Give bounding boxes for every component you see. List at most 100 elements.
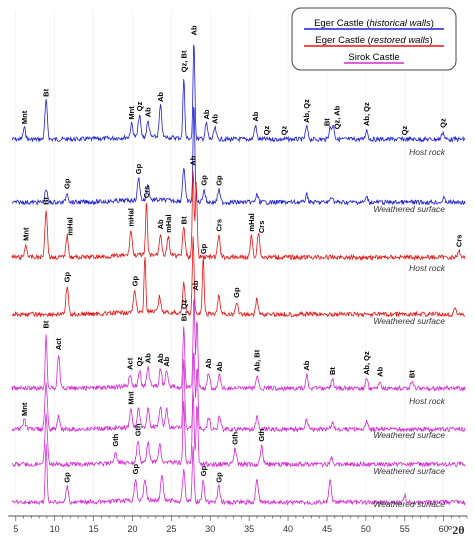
peak-label: Gp — [199, 465, 208, 476]
trace-label-2: Weathered surface — [373, 204, 445, 214]
peak-label: Gp — [200, 175, 209, 186]
x-axis-label: °2θ — [447, 523, 464, 537]
peak-label: Ab — [189, 25, 198, 35]
x-axis: 5 10 15 20 25 30 35 40 45 50 55 60°2θ — [8, 515, 468, 537]
peak-label: Ab — [156, 92, 165, 102]
condition-labels: Host rock Weathered surface Host rock Weath… — [373, 147, 445, 509]
peak-label: Gp — [214, 175, 223, 186]
peak-label: Mnt — [20, 110, 29, 124]
peak-label: mHal — [164, 214, 173, 232]
peak-label: Mnt — [126, 391, 135, 405]
peak-label: Act — [126, 357, 135, 370]
legend-entry-3: Sirok Castle — [348, 52, 399, 63]
peak-label: Gp — [63, 472, 72, 483]
legend-box — [291, 7, 457, 71]
peak-label: Qz — [438, 118, 447, 128]
peak-label: Crs — [455, 235, 464, 248]
peak-label: Bt — [328, 367, 337, 375]
peak-label: Qz — [280, 125, 289, 135]
peak-label: Gth — [133, 423, 142, 436]
peak-label: mHal — [126, 208, 135, 226]
peak-label: Ab — [162, 356, 171, 366]
peak-label: Gp — [232, 287, 241, 298]
peak-label: Ab — [156, 219, 165, 229]
peak-label: Gp — [63, 272, 72, 283]
peak-label: Bt — [407, 370, 416, 378]
trace-label-3: Host rock — [409, 263, 446, 273]
peak-label: Bt — [179, 216, 188, 224]
peak-label: Gp — [131, 464, 140, 475]
peak-label: mHal — [66, 217, 75, 235]
peak-label: Crs — [257, 221, 266, 234]
trace-label-4: Weathered surface — [373, 316, 445, 326]
peak-label: Mnt — [21, 227, 30, 241]
peak-label: Qz — [262, 125, 271, 135]
x-tick-label: 55 — [400, 524, 410, 534]
trace-2 — [11, 106, 466, 206]
trace-label-8: Weathered surface — [373, 499, 445, 509]
x-tick-label: 30 — [205, 524, 215, 534]
peak-label: Gth — [111, 433, 120, 446]
peak-label: Ab — [156, 353, 165, 363]
peak-label: Gp — [199, 243, 208, 254]
peak-label: Gp — [214, 472, 223, 483]
peak-label: Gp — [134, 163, 143, 174]
peak-label: mHal — [247, 213, 256, 231]
peak-label: Act — [54, 338, 63, 351]
peak-label: Qz — [400, 125, 409, 135]
peak-label: Qz — [135, 101, 144, 111]
peak-label: Ab — [215, 361, 224, 371]
trace-8 — [11, 443, 466, 506]
peak-label: Bt — [322, 118, 331, 126]
peak-label: Ab — [204, 358, 213, 368]
x-tick-label: 20 — [127, 524, 137, 534]
peak-label: Crs — [142, 186, 151, 199]
chart-traces — [11, 44, 466, 506]
trace-label-7: Weathered surface — [373, 466, 445, 476]
peak-label: Bt — [42, 88, 51, 96]
peak-label: Ab — [202, 109, 211, 119]
legend: Eger Castle (historical walls) Eger Castl… — [291, 7, 457, 71]
peak-label: Bt — [42, 197, 51, 205]
trace-6 — [11, 352, 466, 433]
x-tick-label: 5 — [13, 524, 18, 534]
x-tick-label: 40 — [283, 524, 293, 534]
x-tick-label: 10 — [50, 524, 60, 534]
legend-entry-2: Eger Castle (restored walls) — [315, 35, 432, 46]
x-tick-label: 15 — [89, 524, 99, 534]
peak-label: Qz — [135, 357, 144, 367]
legend-entry-1: Eger Castle (historical walls) — [314, 18, 434, 29]
chart-grid — [15, 10, 444, 516]
peak-label: Ab, Qz — [302, 99, 311, 123]
trace-label-1: Host rock — [409, 147, 446, 157]
x-tick-label: 35 — [244, 524, 254, 534]
trace-3 — [11, 170, 466, 262]
peak-label: Ab — [375, 366, 384, 376]
x-tick-label: 60 — [439, 524, 449, 534]
trace-label-6: Weathered surface — [373, 430, 445, 440]
peak-label: Bt — [42, 320, 51, 328]
peak-label: Crs — [214, 219, 223, 232]
peak-label: Mnt — [20, 402, 29, 416]
peak-label: Bt, Qz — [179, 299, 188, 321]
trace-7 — [11, 391, 466, 468]
peak-label: Ab — [251, 111, 260, 121]
peak-label: Ab — [302, 360, 311, 370]
x-tick-label: 25 — [166, 524, 176, 534]
peak-label: Ab — [191, 280, 200, 290]
trace-5 — [11, 298, 466, 392]
peak-label: Gp — [130, 276, 139, 287]
peak-label: Ab, Bt — [252, 349, 261, 372]
x-tick-label: 45 — [322, 524, 332, 534]
peak-label: Qz, Bt — [179, 50, 188, 72]
peak-label: Mnt — [127, 106, 136, 120]
peak-label: Ab, Qz — [362, 351, 371, 375]
peak-label: Gth — [231, 431, 240, 444]
peak-label: Ab — [144, 107, 153, 117]
peak-label: Ab — [210, 114, 219, 124]
trace-4 — [11, 236, 466, 318]
peak-label: Gp — [63, 178, 72, 189]
peak-label: Ab — [144, 353, 153, 363]
